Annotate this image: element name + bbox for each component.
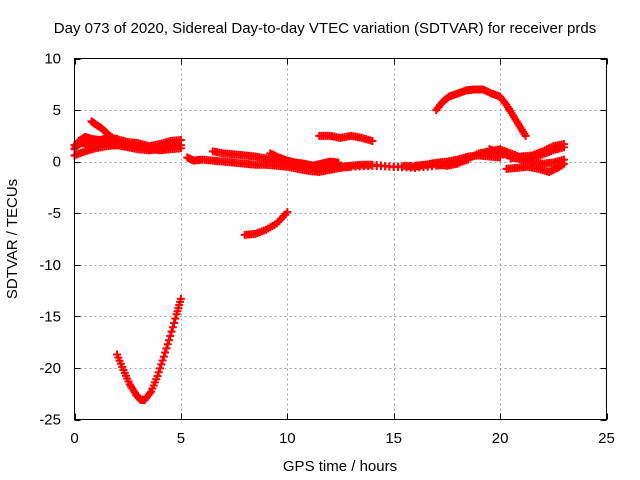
data-point	[168, 323, 177, 332]
data-point	[158, 356, 167, 365]
x-tick-label: 15	[385, 430, 402, 447]
data-point	[176, 294, 185, 303]
y-tick-label: 5	[53, 102, 61, 119]
data-point	[153, 372, 162, 381]
data-point	[161, 348, 170, 357]
data-point	[368, 137, 377, 146]
data-point	[154, 368, 163, 377]
series-arc-5	[113, 294, 185, 404]
x-axis-label: GPS time / hours	[283, 458, 397, 475]
data-points	[70, 85, 568, 404]
y-tick-label: 0	[53, 154, 61, 171]
series-arc-9	[240, 208, 292, 239]
data-point	[164, 336, 173, 345]
x-tick-label: 10	[279, 430, 296, 447]
x-tick-label: 25	[598, 430, 615, 447]
x-tick-label: 5	[177, 430, 185, 447]
series-arc-14	[502, 159, 568, 176]
y-tick-label: -10	[39, 257, 61, 274]
data-point	[159, 352, 168, 361]
data-point	[157, 360, 166, 369]
data-point	[162, 344, 171, 353]
data-point	[283, 208, 292, 217]
series-arc-4	[87, 117, 122, 146]
series-arc-10	[315, 131, 377, 146]
data-point	[559, 159, 568, 168]
y-tick-label: -5	[48, 205, 61, 222]
y-tick-label: -15	[39, 308, 61, 325]
series-arc-8	[266, 149, 343, 170]
data-point	[334, 158, 343, 167]
chart-title: Day 073 of 2020, Sidereal Day-to-day VTE…	[54, 20, 596, 37]
data-point	[170, 318, 179, 327]
y-tick-label: -25	[39, 412, 61, 429]
series-arc-15	[506, 140, 568, 163]
data-point	[521, 131, 530, 140]
data-point	[171, 314, 180, 323]
x-tick-label: 20	[492, 430, 509, 447]
series-arc-11	[432, 85, 530, 140]
data-point	[559, 140, 568, 149]
data-point	[167, 327, 176, 336]
series-arc-3	[70, 139, 185, 155]
data-point	[145, 389, 154, 398]
axis-ticks	[74, 58, 608, 421]
data-point	[113, 137, 122, 146]
x-tick-label: 0	[70, 430, 78, 447]
y-tick-label: 10	[44, 51, 61, 68]
axis-tick-labels: 0 5 10 15 20 25 10 5 0 -5 -10 -15 -20 -25	[39, 51, 615, 448]
data-point	[176, 144, 185, 153]
data-point	[166, 331, 175, 340]
data-point	[163, 340, 172, 349]
y-tick-label: -20	[39, 360, 61, 377]
data-point	[156, 364, 165, 373]
plot-border	[74, 58, 607, 420]
y-axis-label: SDTVAR / TECUs	[4, 179, 21, 299]
